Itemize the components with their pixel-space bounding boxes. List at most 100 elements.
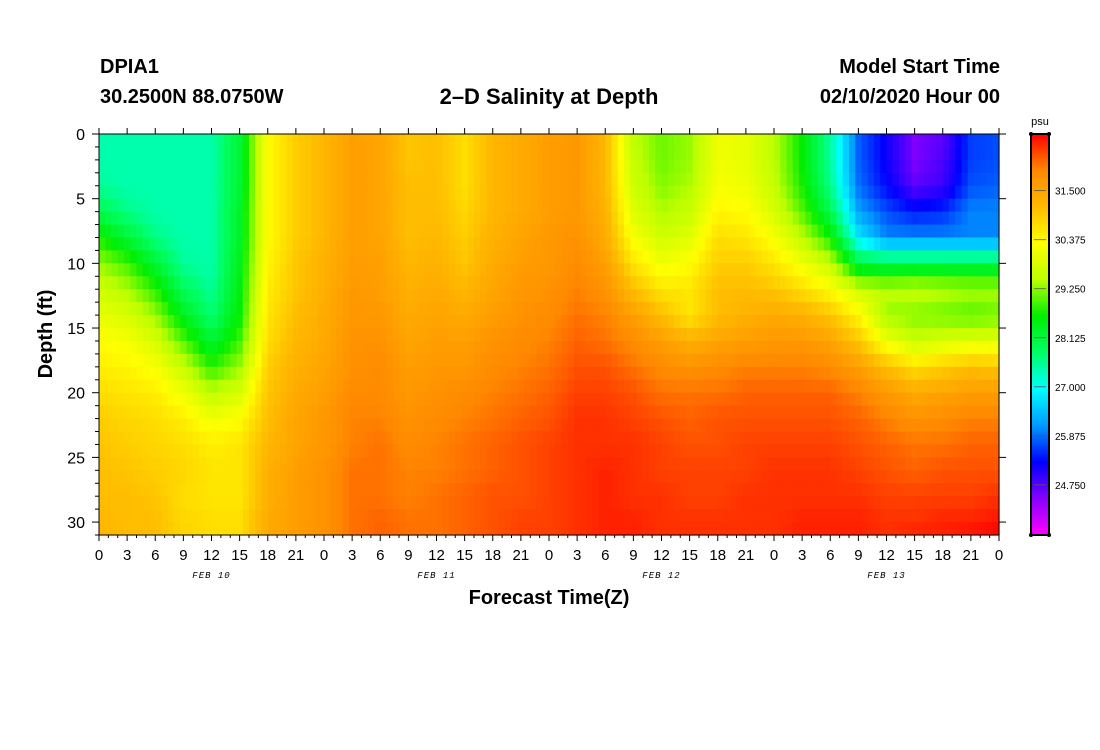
heatmap-cell [305,328,313,342]
heatmap-cell [486,276,494,290]
heatmap-cell [730,483,738,497]
heatmap-cell [361,159,369,174]
heatmap-cell [405,366,413,381]
heatmap-cell [686,302,694,316]
heatmap-cell [355,340,363,355]
heatmap-cell [830,353,838,368]
heatmap-cell [411,509,419,523]
heatmap-cell [674,198,681,213]
heatmap-cell [367,470,375,484]
heatmap-cell [867,444,875,458]
heatmap-cell [505,444,513,458]
heatmap-cell [824,276,831,290]
heatmap-cell [692,276,700,290]
heatmap-cell [836,146,844,161]
heatmap-cell [436,237,444,252]
colorbar-swatch [1031,168,1049,171]
heatmap-cell [392,198,400,213]
heatmap-cell [174,211,181,226]
heatmap-cell [111,159,119,174]
heatmap-cell [155,276,163,290]
heatmap-cell [392,496,400,510]
heatmap-cell [436,302,444,316]
heatmap-cell [255,405,263,420]
colorbar-swatch [1031,372,1049,376]
x-tick-label: 9 [854,547,862,564]
heatmap-cell [499,289,506,303]
heatmap-cell [386,134,394,148]
heatmap-cell [386,392,394,407]
heatmap-cell [286,340,294,355]
heatmap-cell [817,172,825,187]
heatmap-cell [105,315,113,329]
heatmap-cell [705,263,713,277]
heatmap-cell [661,379,669,394]
heatmap-cell [955,457,963,471]
heatmap-cell [867,315,875,329]
heatmap-cell [692,405,700,420]
heatmap-cell [286,237,294,252]
heatmap-cell [561,237,569,252]
heatmap-cell [336,224,344,239]
heatmap-cell [767,509,775,523]
heatmap-cell [517,198,525,213]
heatmap-cell [167,159,175,174]
heatmap-cell [705,211,713,226]
heatmap-cell [117,444,125,458]
heatmap-cell [230,250,238,264]
heatmap-cell [855,366,863,381]
heatmap-cell [99,405,106,420]
heatmap-cell [517,289,525,303]
heatmap-cell [667,418,675,433]
heatmap-cell [961,496,969,510]
heatmap-cell [324,353,331,368]
heatmap-cell [786,457,794,471]
heatmap-cell [874,289,881,303]
heatmap-cell [117,328,125,342]
heatmap-cell [667,237,675,252]
heatmap-cell [124,444,131,458]
heatmap-cell [592,509,600,523]
heatmap-cell [305,237,313,252]
heatmap-cell [167,276,175,290]
heatmap-cell [230,237,238,252]
heatmap-cell [130,509,138,523]
heatmap-cell [955,470,963,484]
heatmap-cell [699,185,706,200]
heatmap-cell [805,483,813,497]
heatmap-cell [236,315,244,329]
heatmap-cell [149,522,156,536]
heatmap-cell [667,172,675,187]
colorbar-swatch [1031,206,1049,209]
heatmap-cell [917,431,925,446]
heatmap-cell [430,379,438,394]
heatmap-cell [299,237,306,252]
heatmap-cell [830,483,838,497]
heatmap-cell [392,418,400,433]
heatmap-cell [674,224,681,239]
heatmap-cell [261,392,269,407]
heatmap-cell [99,224,106,239]
colorbar-swatch [1031,142,1049,145]
heatmap-cell [367,392,375,407]
heatmap-cell [567,198,575,213]
heatmap-cell [267,470,275,484]
heatmap-cell [674,263,681,277]
heatmap-cell [467,211,475,226]
heatmap-cell [805,431,813,446]
heatmap-cell [380,185,388,200]
heatmap-cell [961,509,969,523]
heatmap-cell [630,172,638,187]
heatmap-cell [180,185,188,200]
colorbar-swatch [1031,276,1049,279]
heatmap-cell [792,172,800,187]
heatmap-cell [630,159,638,174]
heatmap-cell [692,250,700,264]
heatmap-cell [105,263,113,277]
heatmap-cell [255,289,263,303]
heatmap-cell [430,509,438,523]
heatmap-cell [474,315,481,329]
heatmap-cell [136,431,144,446]
heatmap-cell [336,418,344,433]
heatmap-cell [424,276,431,290]
